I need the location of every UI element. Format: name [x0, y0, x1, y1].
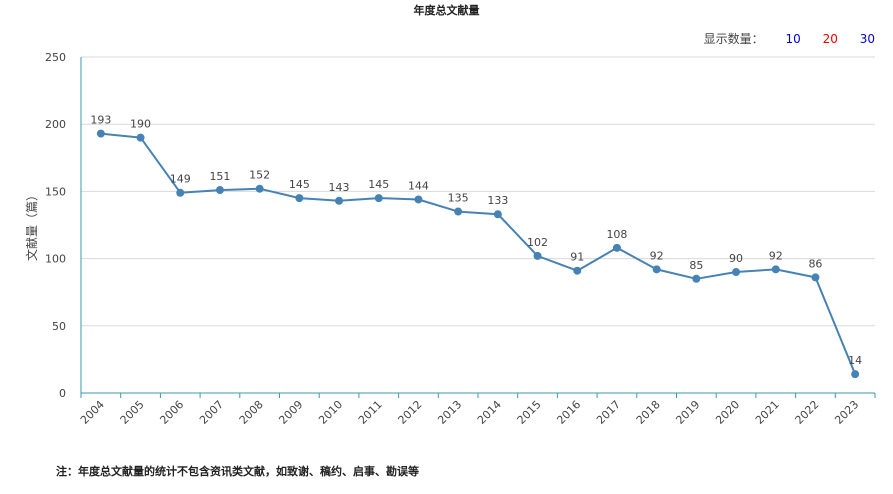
data-point — [136, 133, 145, 142]
data-point — [573, 266, 582, 275]
data-point — [811, 273, 820, 282]
data-point — [771, 265, 780, 274]
x-tick-label: 2005 — [118, 398, 147, 427]
data-label: 85 — [689, 259, 703, 272]
data-point — [851, 370, 860, 379]
x-tick-label: 2008 — [237, 398, 266, 427]
series-line — [96, 129, 860, 379]
data-point — [215, 186, 224, 195]
display-count-label: 显示数量： — [703, 32, 764, 46]
display-count-option-30[interactable]: 30 — [859, 32, 875, 46]
y-tick-label: 50 — [52, 320, 66, 333]
x-tick-label: 2019 — [673, 398, 702, 427]
data-label: 102 — [527, 236, 548, 249]
data-label: 145 — [289, 178, 310, 191]
x-tick-label: 2014 — [475, 398, 504, 427]
x-tick-label: 2004 — [78, 398, 107, 427]
data-point — [335, 196, 344, 205]
data-label: 144 — [408, 179, 429, 192]
y-tick-label: 0 — [59, 387, 66, 400]
data-label: 151 — [209, 170, 230, 183]
x-tick-label: 2009 — [276, 398, 305, 427]
y-tick-label: 200 — [45, 118, 66, 131]
y-axis-title: 文献量（篇） — [24, 189, 39, 261]
series-polyline — [100, 132, 857, 375]
data-label: 135 — [448, 192, 469, 205]
data-label: 90 — [729, 252, 743, 265]
data-label: 193 — [90, 114, 111, 127]
x-tick-label: 2006 — [157, 398, 186, 427]
x-tick-label: 2010 — [316, 398, 345, 427]
data-labels: 193 190 149 151 152 145 143 145 144 135 133 102 91 10… — [90, 114, 862, 368]
data-point — [652, 265, 661, 274]
data-point — [692, 274, 701, 283]
data-point — [176, 188, 185, 197]
x-tick-label: 2013 — [435, 398, 464, 427]
x-tick-label: 2022 — [793, 398, 822, 427]
y-tick-label: 250 — [45, 51, 66, 64]
data-label: 86 — [808, 257, 822, 270]
data-point — [454, 207, 463, 216]
footnote: 注：年度总文献量的统计不包含资讯类文献，如致谢、稿约、启事、勘误等 — [56, 465, 419, 478]
data-label: 149 — [170, 173, 191, 186]
x-tick-label: 2007 — [197, 398, 226, 427]
data-label: 108 — [606, 228, 627, 241]
grid-lines — [81, 56, 875, 327]
x-tick-label: 2011 — [356, 398, 385, 427]
data-point — [96, 129, 105, 138]
y-tick-label: 100 — [45, 253, 66, 266]
x-tick-label: 2012 — [396, 398, 425, 427]
x-tick-label: 2017 — [594, 398, 623, 427]
data-label: 14 — [848, 354, 862, 367]
data-point — [732, 268, 741, 277]
data-point — [255, 184, 264, 193]
data-point — [493, 210, 502, 219]
data-point — [612, 243, 621, 252]
data-point — [533, 251, 542, 260]
data-label: 92 — [650, 249, 664, 262]
data-label: 143 — [329, 181, 350, 194]
x-tick-label: 2023 — [832, 398, 861, 427]
axes: 0 50 100 150 200 250 2004 2005 2006 2007 2008 2009 2… — [45, 51, 876, 427]
data-point — [295, 194, 304, 203]
x-tick-label: 2016 — [554, 398, 583, 427]
display-count-option-20[interactable]: 20 — [822, 32, 838, 46]
data-label: 133 — [487, 194, 508, 207]
y-tick-label: 150 — [45, 185, 66, 198]
x-tick-label: 2021 — [753, 398, 782, 427]
x-tick-label: 2015 — [515, 398, 544, 427]
data-label: 190 — [130, 118, 151, 131]
display-count-selector: 显示数量： 10 20 30 — [704, 30, 875, 47]
data-label: 92 — [769, 249, 783, 262]
data-label: 145 — [368, 178, 389, 191]
display-count-option-10[interactable]: 10 — [785, 32, 801, 46]
data-label: 152 — [249, 169, 270, 182]
data-point — [374, 194, 383, 203]
chart-title: 年度总文献量 — [413, 4, 480, 17]
data-point — [414, 195, 423, 204]
x-tick-label: 2020 — [713, 398, 742, 427]
x-tick-label: 2018 — [634, 398, 663, 427]
data-label: 91 — [570, 251, 584, 264]
